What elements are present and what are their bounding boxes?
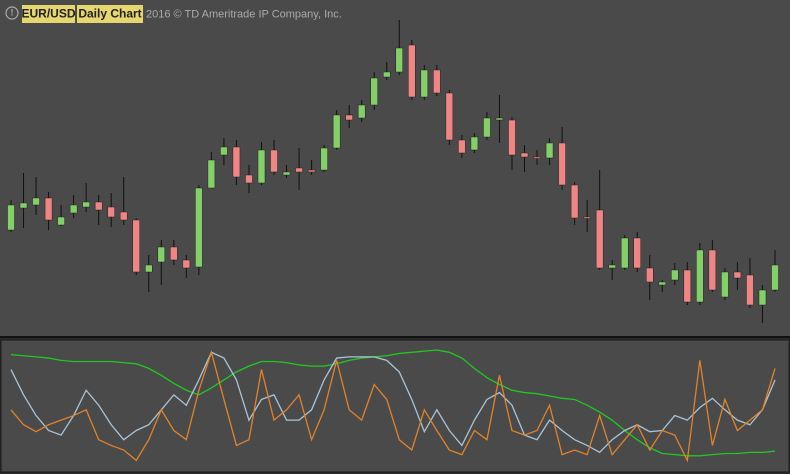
price-pane: [0, 0, 790, 336]
candle-body: [671, 269, 679, 281]
candle-body: [357, 104, 366, 119]
candle-body: [270, 149, 278, 173]
candle-body: [44, 197, 53, 221]
period: Daily Chart: [78, 7, 141, 21]
candle-body: [696, 249, 704, 303]
candle-body: [332, 114, 341, 149]
candle-body: [370, 77, 378, 106]
candle-body: [646, 267, 654, 283]
candle-body: [107, 206, 115, 218]
candle-body: [257, 149, 266, 184]
indicator-line: [10, 351, 776, 454]
candle-body: [94, 201, 103, 211]
candle-body: [708, 249, 717, 291]
candle-body: [746, 274, 754, 306]
candle-body: [433, 69, 441, 94]
candle-body: [69, 204, 78, 214]
candle-body: [7, 204, 15, 231]
candle-body: [282, 171, 291, 176]
indicator-pane: [0, 339, 790, 473]
candle-body: [733, 271, 742, 279]
candle-body: [633, 237, 641, 269]
candle-body: [32, 197, 40, 206]
candle-body: [220, 146, 228, 156]
candle-body: [245, 174, 253, 184]
candle-body: [157, 246, 166, 263]
candle-body: [520, 152, 529, 158]
candle-body: [345, 114, 353, 121]
candle-body: [683, 269, 692, 303]
candle-body: [57, 216, 65, 226]
candle-body: [495, 117, 504, 121]
candle-body: [132, 219, 140, 273]
candle-body: [508, 119, 516, 156]
candle-body: [420, 69, 429, 98]
candle-body: [570, 184, 579, 219]
candle-body: [119, 211, 128, 221]
candle-body: [182, 259, 191, 269]
candle-body: [533, 156, 541, 159]
candle-body: [721, 271, 729, 298]
candle-body: [545, 142, 554, 159]
candle-body: [470, 136, 479, 151]
candle-body: [195, 187, 203, 268]
candle-body: [232, 146, 241, 178]
candle-body: [483, 117, 491, 138]
candle-body: [207, 159, 216, 189]
candle-body: [771, 264, 779, 291]
candle-body: [458, 139, 466, 154]
copyright: 2016 © TD Ameritrade IP Company, Inc.: [146, 8, 342, 20]
symbol-badge[interactable]: [22, 5, 75, 23]
candle-body: [758, 289, 767, 306]
marks: [7, 20, 779, 463]
candle-body: [608, 264, 616, 269]
candle-body: [19, 202, 28, 209]
candle-body: [320, 147, 328, 171]
info-icon-glyph: !: [11, 7, 14, 17]
candle-body: [170, 246, 178, 261]
candle-body: [595, 209, 604, 269]
candle-body: [620, 237, 629, 269]
candle-body: [145, 264, 153, 273]
candle-body: [307, 169, 316, 173]
candle-body: [382, 71, 391, 78]
candle-body: [583, 216, 591, 219]
candle-body: [408, 44, 416, 98]
candle-body: [295, 167, 303, 173]
indicator-line: [10, 350, 776, 463]
candle-body: [445, 92, 454, 141]
candle-body: [658, 281, 667, 286]
candle-body: [82, 201, 90, 208]
symbol: EUR/USD: [21, 7, 75, 21]
period-badge[interactable]: [77, 5, 143, 23]
candle-body: [558, 142, 566, 186]
info-icon[interactable]: [5, 6, 19, 20]
candle-body: [395, 47, 404, 73]
